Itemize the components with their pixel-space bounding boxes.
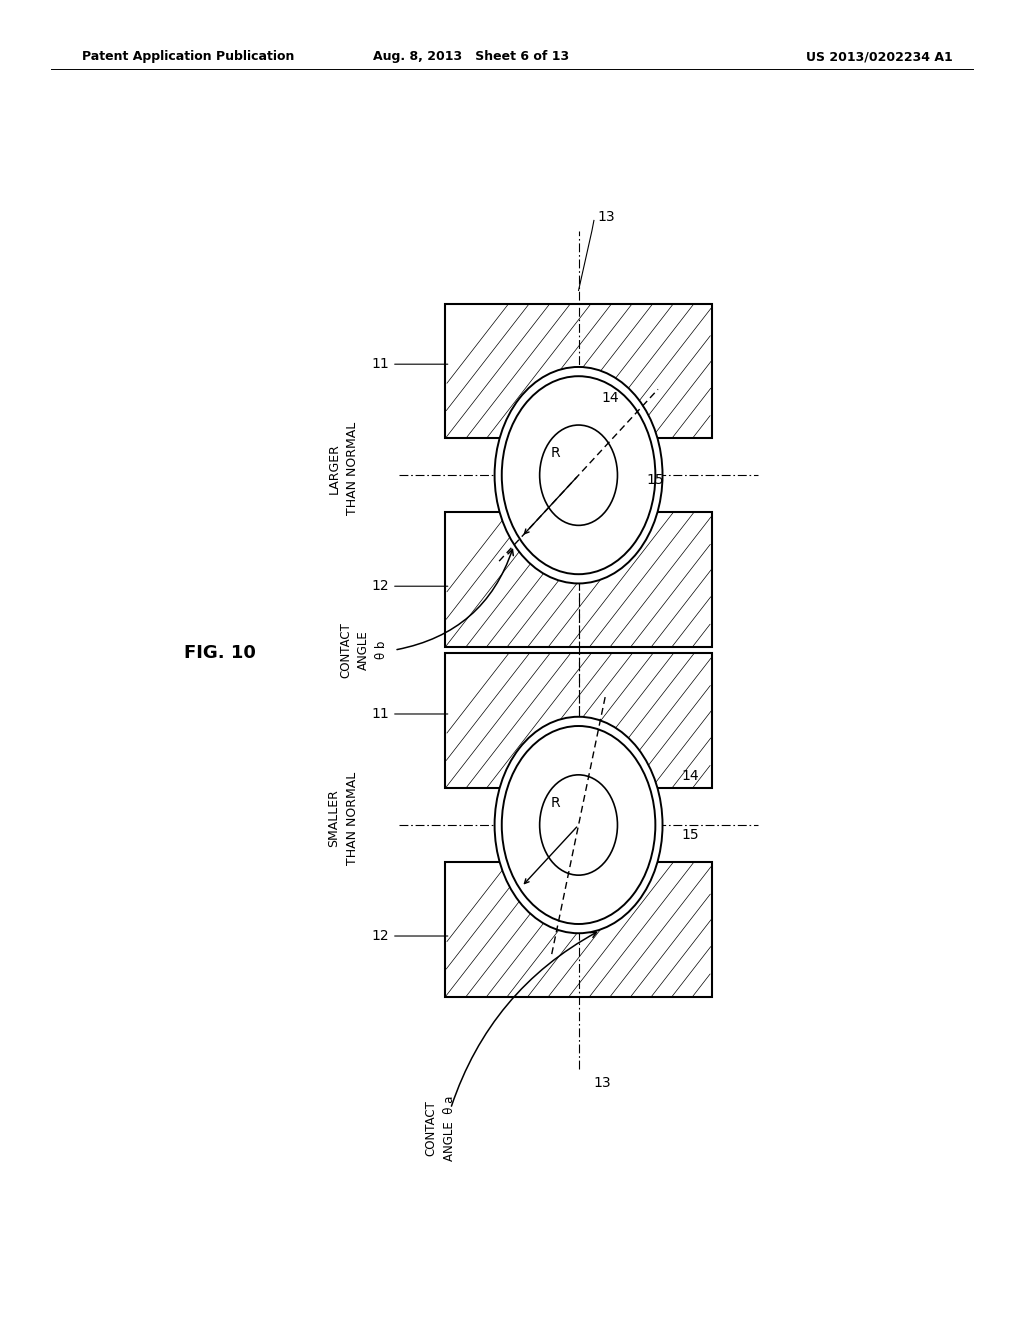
Circle shape xyxy=(540,425,617,525)
Text: US 2013/0202234 A1: US 2013/0202234 A1 xyxy=(806,50,952,63)
Text: FIG. 10: FIG. 10 xyxy=(184,644,256,663)
Text: 14: 14 xyxy=(681,768,698,783)
Circle shape xyxy=(540,775,617,875)
Text: 12: 12 xyxy=(372,929,447,942)
Text: Aug. 8, 2013   Sheet 6 of 13: Aug. 8, 2013 Sheet 6 of 13 xyxy=(373,50,569,63)
Text: R: R xyxy=(551,446,560,461)
Text: CONTACT
ANGLE  θ a: CONTACT ANGLE θ a xyxy=(425,1096,456,1162)
Text: Patent Application Publication: Patent Application Publication xyxy=(82,50,294,63)
Bar xyxy=(445,304,712,438)
Bar xyxy=(445,512,712,647)
Text: 13: 13 xyxy=(594,1076,611,1090)
Text: 15: 15 xyxy=(681,828,698,842)
Text: 12: 12 xyxy=(372,579,447,593)
Circle shape xyxy=(495,367,663,583)
Text: 14: 14 xyxy=(601,391,620,405)
Text: 11: 11 xyxy=(372,708,447,721)
Text: 11: 11 xyxy=(372,358,447,371)
Text: 15: 15 xyxy=(646,473,664,487)
Text: LARGER
THAN NORMAL: LARGER THAN NORMAL xyxy=(328,422,358,515)
Circle shape xyxy=(502,726,655,924)
Bar xyxy=(445,653,712,788)
Circle shape xyxy=(495,717,663,933)
Text: 13: 13 xyxy=(597,210,614,224)
Circle shape xyxy=(502,376,655,574)
Bar xyxy=(445,862,712,997)
Text: SMALLER
THAN NORMAL: SMALLER THAN NORMAL xyxy=(328,772,358,865)
Text: R: R xyxy=(551,796,560,810)
Text: CONTACT
ANGLE
θ b: CONTACT ANGLE θ b xyxy=(339,622,388,678)
